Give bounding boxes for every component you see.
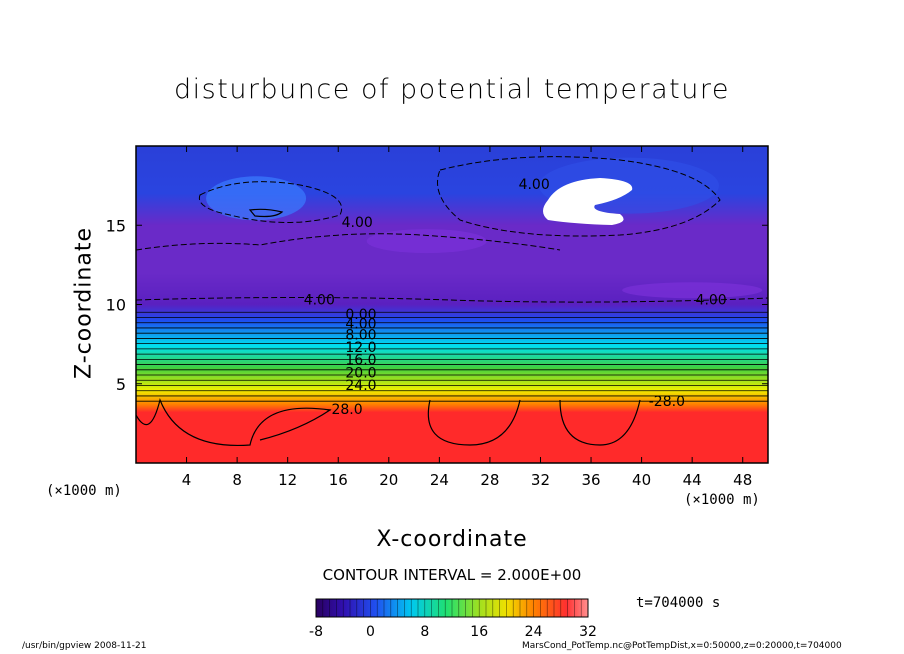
colorbar-tick-label: -8 (309, 624, 323, 640)
contour-label: 4.00 (519, 177, 550, 193)
colorbar-tick-label: 8 (420, 624, 429, 640)
contour-label: 12.0 (345, 340, 376, 356)
contour-lower (136, 398, 641, 447)
blob-mid-purple (366, 229, 487, 254)
y-tick-label: 5 (116, 375, 126, 394)
contour-label: -28.0 (326, 402, 362, 418)
blob-right-purple (622, 282, 763, 299)
contour-label: 20.0 (345, 365, 376, 381)
contour-label: 4.00 (345, 316, 376, 332)
time-label: t=704000 s (636, 595, 721, 611)
x-unit-label-left: (×1000 m) (46, 483, 122, 499)
colorbar-tick-label: 32 (579, 624, 597, 640)
x-tick-label: 12 (278, 471, 297, 489)
contour-label: 16.0 (345, 353, 376, 369)
contour-label: 4.00 (304, 293, 335, 309)
contour-dashed-1 (136, 297, 768, 303)
contour-label: 24.0 (345, 378, 376, 394)
y-tick-label: 15 (106, 216, 126, 235)
x-tick-label: 24 (430, 471, 449, 489)
x-axis-label: X-coordinate (376, 527, 528, 552)
contour-dashed-3 (198, 181, 342, 223)
contour-label: 4.00 (342, 215, 373, 231)
x-tick-label: 44 (683, 471, 702, 489)
colorbar-tick-label: 16 (470, 624, 488, 640)
y-tick-label: 10 (106, 296, 126, 315)
contour-interval-label: CONTOUR INTERVAL = 2.000E+00 (322, 566, 582, 584)
x-tick-label: 28 (480, 471, 499, 489)
contour-dashed-4 (437, 156, 721, 237)
colorbar-tick-label: 0 (366, 624, 375, 640)
white-region (543, 178, 633, 225)
contour-dashed-2 (136, 233, 561, 251)
contour-label: -28.0 (649, 394, 685, 410)
x-tick-label: 48 (733, 471, 752, 489)
contour-label: 4.00 (696, 293, 727, 309)
contour-closed-small (248, 208, 284, 218)
colorbar-tick-label: 24 (525, 624, 543, 640)
x-tick-label: 36 (581, 471, 600, 489)
x-tick-label: 8 (232, 471, 242, 489)
x-tick-label: 20 (379, 471, 398, 489)
contour-label: 8.00 (345, 327, 376, 343)
chart-title: disturbunce of potential temperature (174, 74, 730, 105)
x-tick-label: 32 (531, 471, 550, 489)
footer-left: /usr/bin/gpview 2008-11-21 (22, 641, 147, 651)
footer-right: MarsCond_PotTemp.nc@PotTempDist,x=0:5000… (522, 641, 842, 651)
x-tick-label: 40 (632, 471, 651, 489)
contour-label: 0.00 (345, 307, 376, 323)
x-unit-label-right: (×1000 m) (684, 492, 760, 508)
x-tick-label: 16 (329, 471, 348, 489)
x-tick-label: 4 (182, 471, 192, 489)
blob-upper-left (206, 176, 307, 221)
